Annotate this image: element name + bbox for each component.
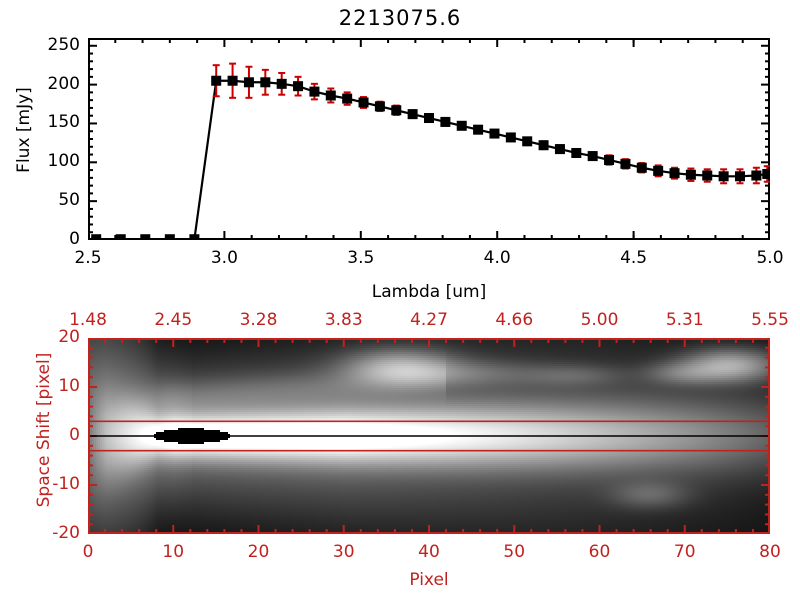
flux-ytick-200: 200	[47, 73, 80, 94]
trace-toptick-1.48: 1.48	[69, 310, 107, 330]
trace-xtick-20: 20	[247, 542, 270, 562]
trace-toptick-3.28: 3.28	[239, 310, 278, 330]
flux-y-axis-title: Flux [mJy]	[14, 87, 34, 173]
trace-toptick-5.31: 5.31	[665, 310, 704, 330]
flux-ytick-150: 150	[47, 112, 80, 133]
flux-xtick-4.0: 4.0	[483, 248, 511, 268]
flux-xtick-3.5: 3.5	[347, 248, 375, 268]
trace-toptick-5.00: 5.00	[580, 310, 619, 330]
trace-ytick-10: 10	[58, 376, 80, 396]
flux-plot-frame	[88, 38, 770, 240]
trace-plot-overlay	[88, 338, 770, 534]
flux-xtick-5.0: 5.0	[756, 248, 784, 268]
trace-xtick-30: 30	[332, 542, 355, 562]
flux-xtick-4.5: 4.5	[620, 248, 648, 268]
trace-toptick-3.83: 3.83	[324, 310, 363, 330]
flux-xtick-3.0: 3.0	[210, 248, 238, 268]
trace-ytick-0: 0	[69, 425, 80, 445]
flux-ytick-50: 50	[58, 190, 80, 211]
trace-xtick-0: 0	[82, 542, 94, 562]
trace-toptick-5.55: 5.55	[751, 310, 789, 330]
trace-toptick-4.27: 4.27	[410, 310, 448, 330]
page-title: 2213075.6	[338, 6, 462, 30]
trace-toptick-4.66: 4.66	[495, 310, 534, 330]
trace-x-axis-title: Pixel	[409, 570, 449, 590]
trace-ytick-20: 20	[58, 327, 80, 347]
flux-ytick-250: 250	[47, 34, 80, 55]
trace-xtick-50: 50	[503, 542, 526, 562]
trace-ytick--20: -20	[52, 523, 80, 543]
flux-ytick-0: 0	[69, 229, 80, 249]
trace-xtick-10: 10	[162, 542, 185, 562]
trace-xtick-40: 40	[418, 542, 440, 562]
trace-xtick-70: 70	[673, 542, 696, 562]
flux-plot	[88, 38, 770, 240]
trace-y-axis-title: Space Shift [pixel]	[34, 352, 54, 508]
trace-toptick-2.45: 2.45	[154, 310, 193, 330]
trace-ytick--10: -10	[52, 474, 80, 494]
trace-xtick-80: 80	[759, 542, 781, 562]
flux-x-axis-title: Lambda [um]	[371, 282, 487, 302]
trace-xtick-60: 60	[588, 542, 611, 562]
flux-xtick-2.5: 2.5	[74, 248, 102, 268]
flux-ytick-100: 100	[47, 151, 80, 172]
